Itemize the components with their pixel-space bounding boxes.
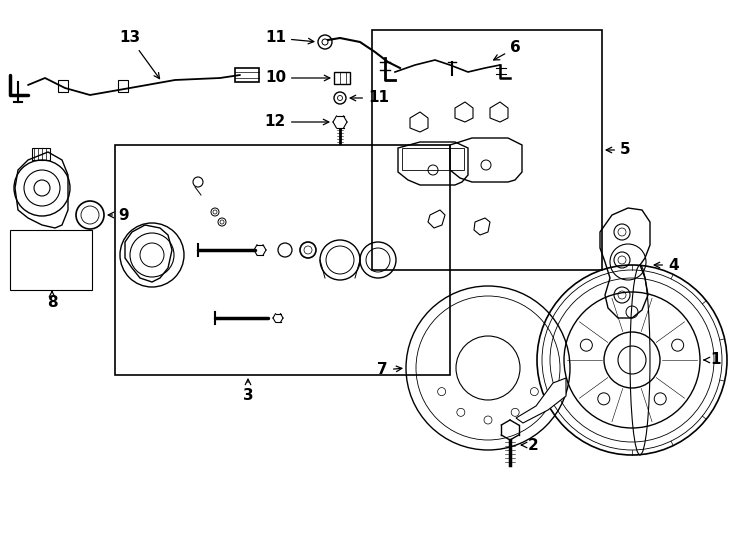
Text: 11: 11 <box>350 91 389 105</box>
Text: 1: 1 <box>704 353 721 368</box>
Bar <box>32 148 50 160</box>
Text: 10: 10 <box>265 71 330 85</box>
Text: 11: 11 <box>265 30 314 45</box>
Bar <box>58 80 68 92</box>
Text: 12: 12 <box>265 114 329 130</box>
Bar <box>334 72 350 84</box>
Text: 8: 8 <box>47 292 57 310</box>
Text: 9: 9 <box>108 207 128 222</box>
Text: 5: 5 <box>606 143 631 158</box>
Bar <box>402 148 464 170</box>
Text: 2: 2 <box>521 437 539 453</box>
Text: 7: 7 <box>377 362 401 377</box>
Bar <box>235 68 259 82</box>
Bar <box>372 30 602 270</box>
Bar <box>10 230 92 290</box>
Text: 3: 3 <box>243 379 253 403</box>
Bar <box>118 80 128 92</box>
Text: 6: 6 <box>494 40 520 60</box>
Polygon shape <box>516 378 566 423</box>
Bar <box>115 145 450 375</box>
Text: 13: 13 <box>120 30 159 79</box>
Text: 4: 4 <box>654 258 679 273</box>
